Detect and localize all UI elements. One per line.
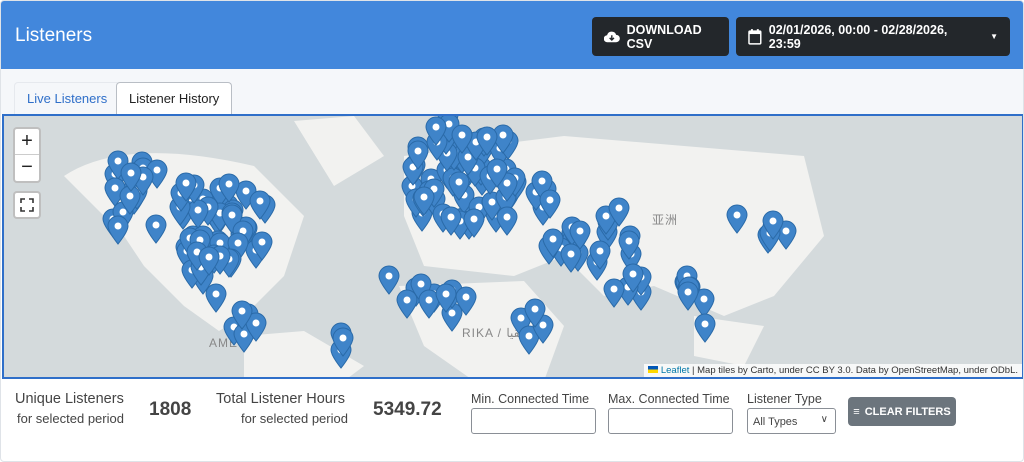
- leaflet-link[interactable]: Leaflet: [660, 365, 690, 376]
- listener-marker-icon[interactable]: [435, 283, 457, 314]
- listener-marker-icon[interactable]: [693, 288, 715, 318]
- max-connected-input[interactable]: [608, 408, 733, 434]
- zoom-out-button[interactable]: −: [21, 156, 33, 178]
- listener-marker-icon[interactable]: [518, 325, 540, 356]
- filter-lines-icon: ≡: [853, 405, 860, 418]
- date-range-picker[interactable]: 02/01/2026, 00:00 - 02/28/2026, 23:59 ▼: [736, 17, 1010, 56]
- listener-marker-icon[interactable]: [251, 231, 273, 261]
- listener-marker-icon[interactable]: [187, 199, 209, 229]
- listener-marker-icon[interactable]: [524, 298, 546, 328]
- listener-marker-icon[interactable]: [418, 289, 440, 319]
- chevron-down-icon: ∨: [820, 414, 828, 425]
- listener-marker-icon[interactable]: [560, 243, 582, 273]
- listener-type-select[interactable]: All Types ∨: [747, 408, 836, 434]
- listener-marker-icon[interactable]: [145, 214, 167, 244]
- listener-marker-icon[interactable]: [762, 210, 784, 240]
- attribution-text: | Map tiles by Carto, under CC BY 3.0. D…: [692, 365, 1018, 376]
- listener-marker-icon[interactable]: [451, 124, 473, 155]
- listener-marker-icon[interactable]: [455, 286, 477, 317]
- listener-marker-icon[interactable]: [492, 124, 514, 154]
- listener-marker-icon[interactable]: [694, 313, 716, 343]
- listener-marker-icon[interactable]: [231, 300, 253, 331]
- tab-listener-history[interactable]: Listener History: [116, 82, 233, 114]
- listener-marker-icon[interactable]: [569, 220, 591, 250]
- header: Listeners DOWNLOAD CSV 02/01/2026, 00:00…: [1, 1, 1023, 69]
- date-range-value: 02/01/2026, 00:00 - 02/28/2026, 23:59: [768, 22, 948, 51]
- total-hours-value: 5349.72: [373, 399, 442, 420]
- listener-marker-icon[interactable]: [677, 281, 699, 311]
- map-label-asia: 亚洲: [652, 213, 679, 227]
- zoom-in-button[interactable]: +: [15, 129, 39, 155]
- listener-marker-icon[interactable]: [589, 240, 611, 270]
- fullscreen-icon: [20, 198, 34, 212]
- listener-marker-icon[interactable]: [448, 171, 470, 201]
- listener-marker-icon[interactable]: [175, 172, 197, 203]
- caret-down-icon: ▼: [990, 32, 998, 41]
- calendar-icon: [748, 28, 762, 45]
- listener-marker-icon[interactable]: [726, 204, 748, 234]
- listener-marker-icon[interactable]: [440, 206, 462, 236]
- cloud-download-icon: [604, 31, 620, 42]
- listener-marker-icon[interactable]: [244, 312, 267, 342]
- listener-marker-icon[interactable]: [486, 158, 508, 188]
- listener-marker-icon[interactable]: [249, 190, 271, 220]
- listener-marker-icon[interactable]: [425, 116, 447, 146]
- listener-marker-icon[interactable]: [618, 230, 640, 260]
- listener-marker-icon[interactable]: [332, 327, 354, 357]
- unique-listeners-label: Unique Listeners: [15, 391, 124, 407]
- tab-live-listeners[interactable]: Live Listeners: [14, 82, 121, 114]
- listener-marker-icon[interactable]: [476, 126, 498, 157]
- ukraine-flag-icon: [648, 366, 659, 373]
- download-csv-button[interactable]: DOWNLOAD CSV: [592, 17, 729, 56]
- listener-marker-icon[interactable]: [396, 289, 418, 319]
- listener-marker-icon[interactable]: [413, 186, 435, 216]
- min-connected-label: Min. Connected Time: [471, 392, 590, 406]
- listener-marker-icon[interactable]: [608, 197, 630, 228]
- listener-marker-icon[interactable]: [622, 263, 644, 294]
- listener-map[interactable]: 亚洲 AME RIKA / أفريقيا + − Leaflet | Map …: [2, 114, 1023, 379]
- total-hours-label: Total Listener Hours: [216, 391, 345, 407]
- listener-type-value: All Types: [753, 416, 798, 428]
- listener-marker-icon[interactable]: [407, 140, 429, 170]
- listener-marker-icon[interactable]: [603, 278, 625, 308]
- listener-marker-icon[interactable]: [107, 215, 129, 245]
- fullscreen-button[interactable]: [13, 191, 41, 219]
- listener-marker-icon[interactable]: [218, 173, 240, 203]
- download-csv-label: DOWNLOAD CSV: [626, 22, 702, 51]
- listener-marker-icon[interactable]: [496, 206, 518, 237]
- max-connected-label: Max. Connected Time: [608, 392, 730, 406]
- min-connected-input[interactable]: [471, 408, 596, 434]
- clear-filters-button[interactable]: ≡ CLEAR FILTERS: [848, 397, 956, 426]
- page-title: Listeners: [15, 25, 93, 46]
- unique-listeners-sub: for selected period: [17, 411, 124, 426]
- listener-marker-icon[interactable]: [205, 283, 227, 313]
- listener-marker-icon[interactable]: [463, 208, 485, 238]
- zoom-control: + −: [13, 127, 41, 183]
- map-attribution: Leaflet | Map tiles by Carto, under CC B…: [644, 364, 1022, 377]
- listener-marker-icon[interactable]: [539, 189, 561, 219]
- listener-marker-icon[interactable]: [120, 162, 142, 193]
- clear-filters-label: CLEAR FILTERS: [864, 405, 951, 418]
- listener-type-label: Listener Type: [747, 392, 822, 406]
- listener-marker-icon[interactable]: [542, 228, 564, 258]
- tab-bar: Live Listeners Listener History: [1, 69, 1023, 114]
- listener-marker-icon[interactable]: [198, 246, 220, 277]
- listener-marker-icon[interactable]: [378, 265, 400, 296]
- unique-listeners-value: 1808: [149, 399, 192, 420]
- total-hours-sub: for selected period: [241, 411, 348, 426]
